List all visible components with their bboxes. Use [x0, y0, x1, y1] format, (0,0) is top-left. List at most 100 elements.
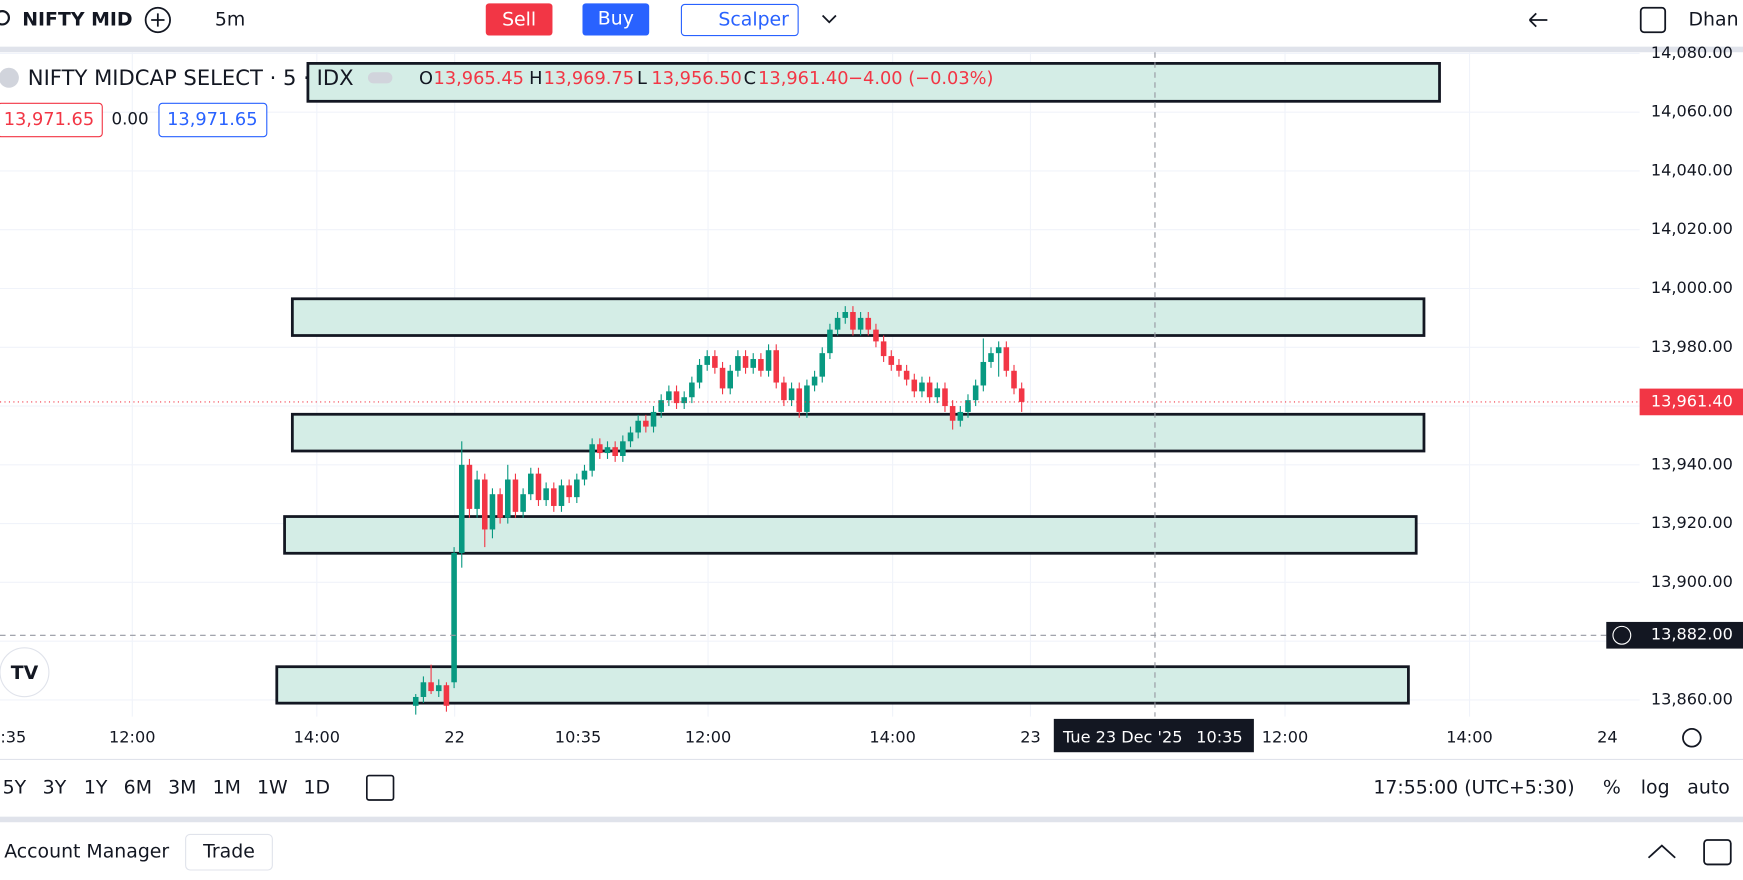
candle-body [428, 682, 434, 692]
crosshair-time-box [1053, 718, 1254, 753]
legend-toggle[interactable] [367, 72, 393, 84]
zone[interactable] [275, 665, 1410, 705]
y-tick-label: 14,020.00 [1651, 219, 1733, 238]
trade-tab-box[interactable] [185, 833, 273, 871]
x-tick-label: :35 [0, 727, 26, 746]
candle-body [980, 361, 987, 386]
candle-body [574, 479, 580, 498]
zone[interactable] [306, 62, 1441, 103]
candle-body [873, 329, 879, 342]
collapse-icon[interactable] [1647, 844, 1676, 859]
zone[interactable] [283, 515, 1418, 555]
bid-box[interactable] [0, 102, 103, 138]
x-tick-label: 12:00 [1262, 727, 1308, 746]
candle-body [735, 356, 741, 371]
candle-body [420, 682, 427, 697]
candle-body [1011, 370, 1017, 389]
candle-body [926, 382, 933, 398]
candle-body [942, 388, 948, 407]
add-symbol[interactable] [144, 6, 171, 34]
candle-body [804, 385, 810, 412]
candle-body [827, 329, 833, 354]
zone[interactable] [290, 412, 1426, 453]
candle-body [597, 444, 603, 454]
dropdown-icon[interactable] [821, 14, 837, 24]
percent-toggle[interactable]: % [1603, 776, 1621, 798]
candle-body [635, 420, 641, 433]
tv-logo-mark: TV [11, 662, 39, 684]
candle-body [612, 447, 618, 457]
crosshair-date: Tue 23 Dec '25 [1062, 727, 1183, 746]
symbol-logo [0, 67, 19, 88]
candle-body [481, 479, 488, 530]
candle-body [719, 367, 726, 389]
candle-body [911, 379, 918, 392]
x-tick-label: 10:35 [555, 727, 601, 746]
range-button[interactable]: 1W [257, 776, 288, 798]
range-button[interactable]: 5Y [3, 776, 27, 798]
candle-body [972, 385, 979, 401]
candle-body [489, 494, 496, 530]
zone[interactable] [290, 297, 1426, 337]
y-tick-label: 14,000.00 [1651, 278, 1733, 297]
range-button[interactable]: 3M [168, 776, 196, 798]
last-price-label: 13,961.40 [1651, 391, 1733, 410]
symbol[interactable]: NIFTY MID [22, 9, 132, 31]
sell-button[interactable] [485, 3, 553, 36]
buy-label: Buy [598, 7, 634, 29]
range-button[interactable]: 1Y [84, 776, 108, 798]
x-tick-label: 14:00 [869, 727, 915, 746]
undo-icon[interactable] [1528, 12, 1548, 28]
buy-button[interactable] [582, 3, 650, 36]
legend-change: −4.00 (−0.03%) [848, 68, 993, 89]
candle-body [658, 400, 664, 412]
candle-body [857, 317, 864, 330]
y-tick-label: 13,940.00 [1651, 454, 1733, 473]
range-button[interactable]: 1D [304, 776, 331, 798]
settings-icon[interactable] [1682, 728, 1702, 748]
range-button[interactable]: 3Y [43, 776, 67, 798]
auto-toggle[interactable]: auto [1687, 776, 1729, 798]
range-button[interactable]: 1M [213, 776, 241, 798]
layout-icon[interactable] [1639, 6, 1667, 34]
broker[interactable]: Dhan [1689, 9, 1739, 31]
range-bar: 5Y 3Y 1Y 6M 3M 1M 1W 1D [3, 776, 330, 798]
footer-tab[interactable]: Account Manager [4, 841, 169, 863]
candle-body [535, 473, 542, 501]
candle-body [543, 488, 549, 501]
y-tick-label: 14,060.00 [1651, 102, 1733, 121]
scalper-button[interactable] [680, 3, 799, 37]
candle-body [528, 473, 534, 495]
candle-body [880, 341, 887, 357]
ask-box[interactable] [158, 102, 268, 138]
ohlc-key: C [744, 68, 756, 89]
last-price-box [1639, 388, 1743, 416]
date-range-icon[interactable] [365, 774, 395, 801]
interval[interactable]: 5m [215, 9, 245, 31]
scalper-label: Scalper [718, 9, 789, 31]
candle-body [696, 364, 703, 383]
candle-body [589, 444, 595, 471]
candle-body [896, 364, 902, 371]
crosshair-time: 10:35 [1196, 727, 1242, 746]
candle-body [949, 406, 956, 421]
candle-body [512, 479, 519, 512]
range-button[interactable]: 6M [124, 776, 152, 798]
maximize-icon[interactable] [1703, 839, 1732, 866]
legend: NIFTY MIDCAP SELECT · 5 · IDX O 13,965.45… [0, 65, 993, 138]
x-tick-label: 24 [1597, 727, 1618, 746]
candle-body [842, 312, 849, 318]
candle-body [712, 356, 718, 368]
candle-body [819, 353, 826, 377]
search-icon[interactable] [0, 10, 11, 26]
candle-body [965, 400, 971, 412]
candle-body [988, 353, 994, 362]
ohlc-key: L [637, 68, 647, 89]
candle-body [750, 359, 757, 368]
crosshair-add[interactable] [1612, 625, 1632, 645]
log-toggle[interactable]: log [1641, 776, 1670, 798]
x-tick-label: 22 [444, 727, 465, 746]
x-tick-label: 12:00 [685, 727, 731, 746]
